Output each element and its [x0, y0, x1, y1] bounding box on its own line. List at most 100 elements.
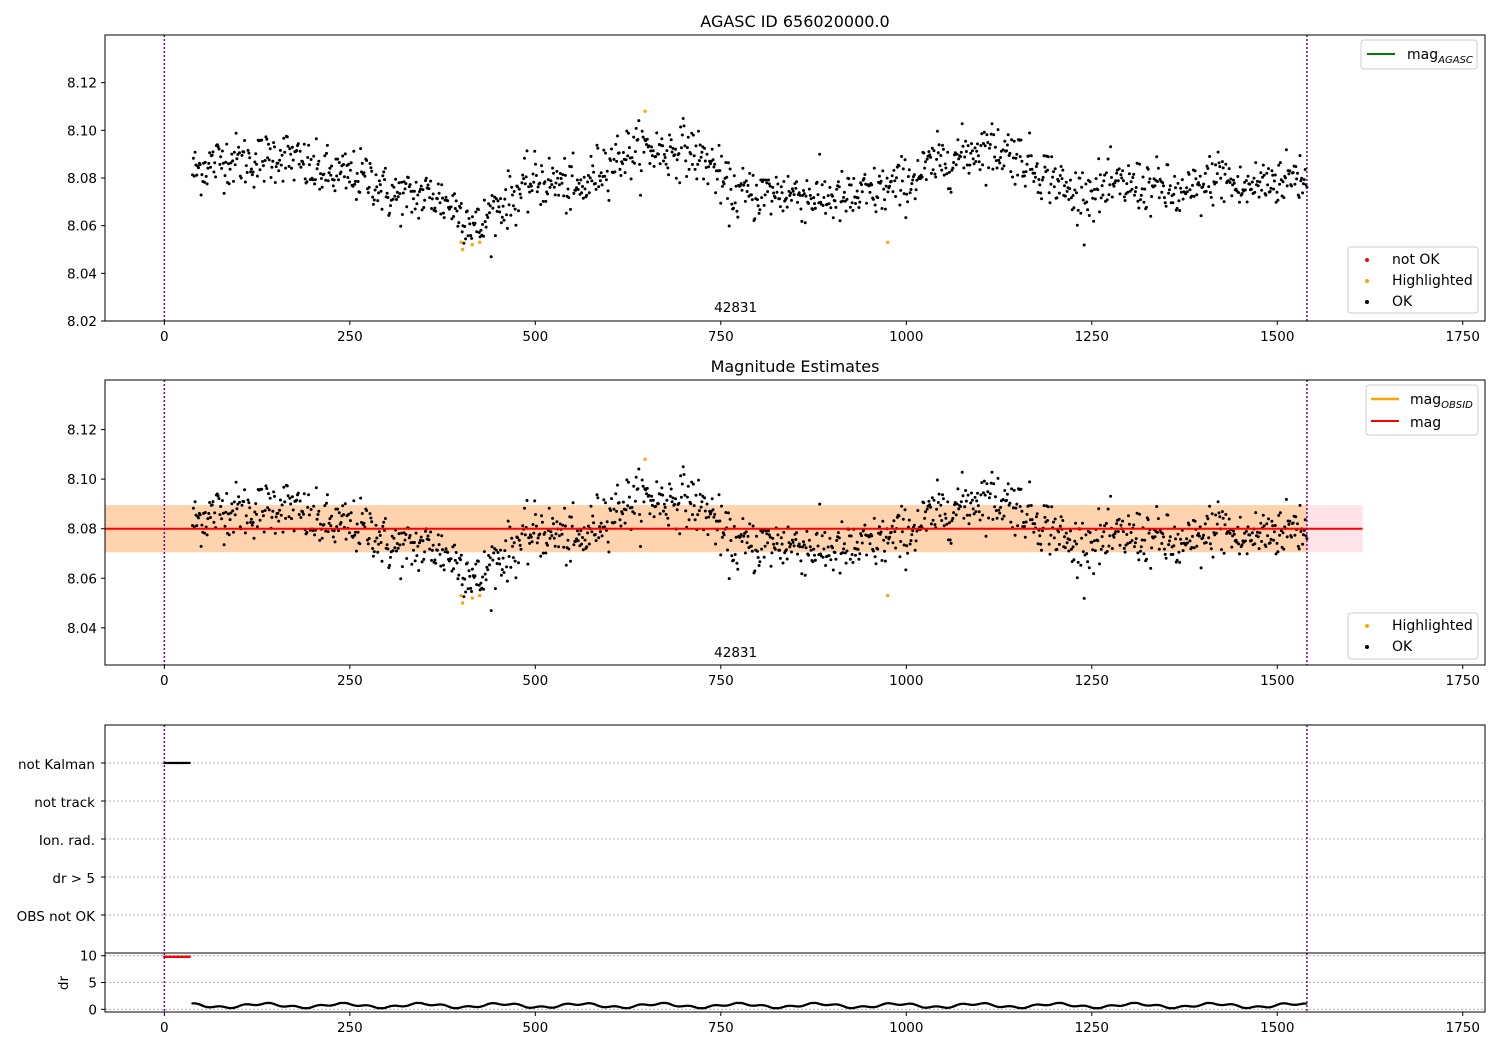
ok-point — [267, 142, 270, 146]
flag-label-obs-not-ok: OBS not OK — [17, 909, 97, 925]
ytick-label: 8.08 — [67, 171, 97, 187]
ok-point — [951, 516, 955, 520]
highlighted-point — [460, 601, 465, 605]
ok-point — [371, 554, 375, 558]
ok-point — [311, 529, 315, 532]
ok-point — [587, 191, 591, 195]
ok-point — [964, 139, 968, 143]
ok-point — [244, 514, 248, 518]
ok-point — [968, 163, 972, 167]
ok-point — [1166, 163, 1170, 167]
ok-point — [273, 494, 276, 498]
ok-point — [324, 529, 328, 533]
ok-point — [1101, 193, 1105, 197]
ok-point — [358, 542, 362, 546]
ok-point — [282, 136, 286, 140]
ok-point — [727, 224, 731, 228]
ok-point — [598, 174, 601, 178]
ok-point — [227, 533, 231, 537]
ok-point — [1127, 514, 1130, 518]
ok-point — [1275, 541, 1279, 545]
ok-point — [551, 166, 555, 170]
ok-point — [709, 512, 712, 516]
ok-point — [706, 182, 710, 186]
ok-point — [923, 166, 927, 170]
ok-point — [379, 189, 383, 193]
ok-point — [1097, 507, 1101, 511]
ok-point — [548, 536, 552, 540]
ok-point — [831, 546, 834, 550]
ok-point — [388, 563, 392, 567]
ok-point — [775, 542, 779, 545]
ok-point — [714, 542, 718, 546]
ok-point — [770, 199, 774, 203]
ok-point — [263, 159, 267, 162]
ok-point — [570, 174, 574, 178]
ok-point — [799, 559, 803, 563]
ok-point — [211, 150, 215, 154]
ok-point — [912, 523, 916, 527]
ok-point — [639, 169, 643, 173]
ok-point — [989, 481, 993, 485]
ok-point — [705, 502, 709, 506]
ok-point — [720, 184, 724, 188]
ok-point — [1277, 163, 1281, 167]
ok-point — [278, 508, 282, 512]
ok-point — [446, 199, 450, 203]
ok-point — [685, 175, 689, 178]
ok-point — [440, 183, 444, 187]
ok-point — [1208, 155, 1212, 158]
ok-point — [210, 503, 214, 507]
ok-point — [942, 524, 946, 528]
ok-point — [371, 195, 375, 199]
ok-point — [802, 189, 805, 192]
ok-point — [696, 513, 700, 517]
ok-point — [964, 150, 968, 153]
ok-point — [363, 174, 367, 178]
ok-point — [408, 183, 412, 187]
highlighted-point — [643, 109, 647, 114]
ok-point — [639, 193, 642, 197]
ok-point — [591, 164, 595, 168]
ok-point — [651, 498, 655, 502]
ok-point — [1285, 535, 1289, 539]
ok-point — [1025, 162, 1029, 166]
ok-point — [865, 201, 869, 205]
mag-plot-area: 8.048.068.088.108.120 250 500 750 1000 1250 15… — [67, 379, 1486, 689]
ok-point — [512, 190, 516, 193]
ok-point — [525, 149, 529, 153]
ok-point — [728, 517, 732, 521]
ok-point — [306, 505, 310, 509]
ok-point — [484, 225, 488, 229]
ok-point — [575, 178, 579, 182]
ok-point — [641, 484, 645, 488]
xtick-label: 1500 — [1260, 1020, 1294, 1036]
ok-point — [868, 542, 872, 546]
ok-point — [235, 157, 239, 161]
ok-point — [1278, 533, 1282, 537]
ok-point — [687, 518, 691, 522]
ok-point — [563, 156, 567, 160]
ok-point — [1043, 515, 1047, 519]
ok-point — [690, 480, 694, 484]
ok-point — [464, 590, 468, 594]
ok-point — [751, 173, 755, 177]
ok-point — [1114, 530, 1118, 534]
ok-point — [1078, 176, 1082, 180]
ok-point — [520, 181, 524, 185]
ok-point — [624, 158, 628, 162]
ok-point — [479, 581, 483, 585]
ok-point — [1168, 188, 1171, 192]
ok-point — [1097, 157, 1101, 161]
ok-point — [966, 144, 970, 148]
ok-point — [880, 207, 884, 210]
flags-plot-area — [101, 724, 1486, 954]
ok-point — [395, 549, 398, 553]
ok-point — [1197, 183, 1201, 187]
ok-point — [941, 143, 944, 147]
ok-point — [302, 142, 306, 146]
ok-point — [1110, 176, 1113, 179]
ok-point — [1224, 162, 1228, 166]
ok-point — [820, 183, 824, 187]
ok-point — [333, 540, 337, 544]
